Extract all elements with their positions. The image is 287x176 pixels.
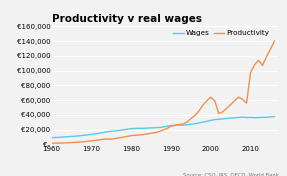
Legend: Wages, Productivity: Wages, Productivity <box>173 30 270 36</box>
Productivity <box>205 100 209 102</box>
Wages <box>273 115 276 118</box>
Wages <box>146 127 149 129</box>
Productivity <box>110 138 113 140</box>
Text: Productivity v real wages: Productivity v real wages <box>52 14 202 24</box>
Line: Wages: Wages <box>52 117 274 138</box>
Wages <box>201 121 205 123</box>
Productivity <box>50 142 53 144</box>
Wages <box>110 130 113 132</box>
Line: Productivity: Productivity <box>52 41 274 143</box>
Productivity <box>201 104 205 106</box>
Wages <box>58 136 61 138</box>
Wages <box>50 137 53 139</box>
Productivity <box>146 133 149 135</box>
Wages <box>205 120 209 122</box>
Productivity <box>273 40 276 42</box>
Text: Source: CSO, IRS, OECD, World Bank: Source: CSO, IRS, OECD, World Bank <box>183 172 278 176</box>
Wages <box>62 136 65 138</box>
Productivity <box>58 142 61 144</box>
Productivity <box>62 142 65 144</box>
